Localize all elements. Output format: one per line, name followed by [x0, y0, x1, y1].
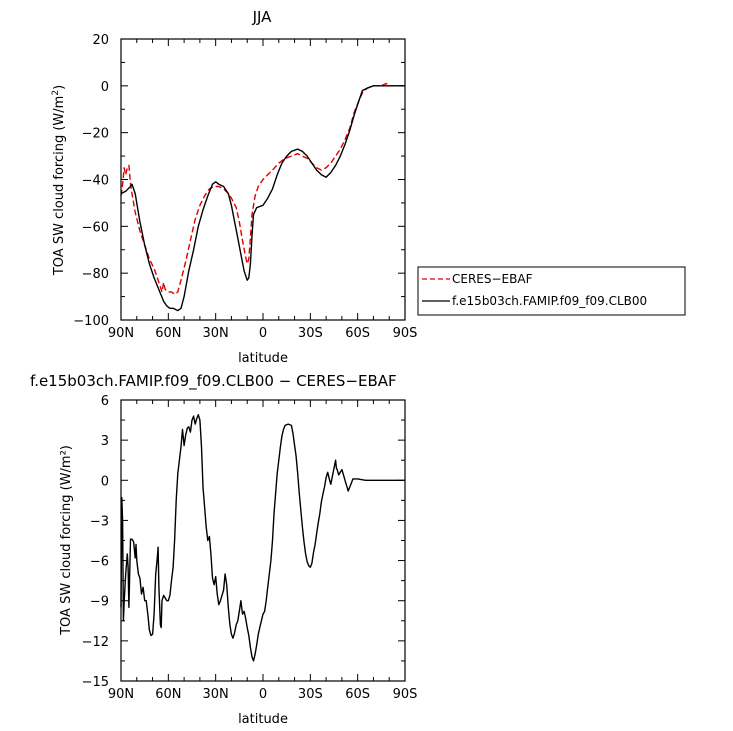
bottom-chart-title: f.e15b03ch.FAMIP.f09_f09.CLB00 − CERES−E…: [30, 372, 397, 391]
top-y-axis-label-main: TOA SW cloud forcing (W/m: [52, 96, 67, 277]
bottom-x-tick-label-4: 30S: [298, 687, 323, 702]
bottom-y-tick-label-7: 6: [101, 394, 109, 409]
bottom-y-tick-label-6: 3: [101, 434, 109, 449]
bottom-y-tick-label-0: −15: [82, 675, 109, 690]
bottom-x-tick-label-6: 90S: [393, 687, 418, 702]
top-y-tick-label-0: −100: [73, 314, 109, 329]
top-x-tick-label-2: 30N: [203, 326, 229, 341]
top-x-tick-label-3: 0: [259, 326, 267, 341]
top-series-line-1: [120, 85, 405, 312]
top-series-line-0: [120, 82, 405, 295]
bottom-tick-group: 90N 60N 30N 0 30S 60S 90S −15 −12 −9 −6 −3 0 3 6: [82, 394, 418, 702]
bottom-x-tick-label-0: 90N: [108, 687, 134, 702]
bottom-x-tick-label-5: 60S: [345, 687, 370, 702]
top-y-tick-label-4: −20: [82, 127, 109, 142]
bottom-y-tick-label-2: −9: [90, 595, 109, 610]
bottom-y-tick-label-1: −12: [82, 635, 109, 650]
bottom-x-tick-label-2: 30N: [203, 687, 229, 702]
legend: CERES−EBAF f.e15b03ch.FAMIP.f09_f09.CLB0…: [417, 266, 686, 316]
top-x-tick-label-6: 90S: [393, 326, 418, 341]
top-chart-title: JJA: [252, 8, 273, 26]
legend-label-model: f.e15b03ch.FAMIP.f09_f09.CLB00: [452, 294, 647, 308]
bottom-y-axis-label: TOA SW cloud forcing (W/m²): [59, 445, 74, 636]
bottom-panel: f.e15b03ch.FAMIP.f09_f09.CLB00 − CERES−E…: [30, 372, 417, 727]
legend-box: [417, 266, 686, 316]
bottom-y-tick-label-3: −6: [90, 555, 109, 570]
top-y-tick-label-3: −40: [82, 174, 109, 189]
top-x-tick-label-1: 60N: [155, 326, 181, 341]
top-panel: JJA 90N 60N 30N 0 30S 60S 90S −100 −80 −60 −40 −20 0…: [51, 8, 686, 366]
bottom-y-tick-label-5: 0: [101, 474, 109, 489]
top-y-tick-label-5: 0: [101, 80, 109, 95]
bottom-series-line-0: [120, 414, 405, 662]
top-series-group: [120, 82, 405, 312]
top-x-tick-label-4: 30S: [298, 326, 323, 341]
bottom-x-tick-label-1: 60N: [155, 687, 181, 702]
top-y-axis-label: TOA SW cloud forcing (W/m2): [51, 85, 67, 276]
bottom-y-tick-label-4: −3: [90, 514, 109, 529]
top-x-axis-label: latitude: [238, 351, 288, 366]
bottom-series-group: [120, 414, 405, 662]
top-x-tick-label-5: 60S: [345, 326, 370, 341]
top-y-axis-label-end: ): [52, 85, 67, 90]
bottom-x-tick-label-3: 0: [259, 687, 267, 702]
bottom-plot-frame: [120, 399, 406, 682]
top-x-tick-label-0: 90N: [108, 326, 134, 341]
top-y-axis-label-superscript: 2: [51, 90, 61, 96]
top-y-tick-label-6: 20: [92, 33, 109, 48]
top-y-tick-label-2: −60: [82, 220, 109, 235]
top-y-tick-label-1: −80: [82, 267, 109, 282]
top-tick-group: 90N 60N 30N 0 30S 60S 90S −100 −80 −60 −40 −20 0 20: [73, 33, 417, 341]
bottom-x-axis-label: latitude: [238, 712, 288, 727]
legend-label-ceres: CERES−EBAF: [452, 272, 533, 286]
